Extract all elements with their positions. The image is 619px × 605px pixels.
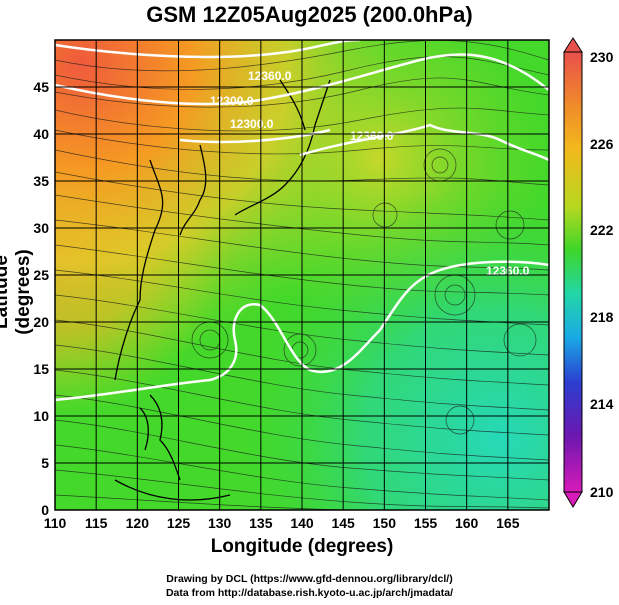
y-tick-label: 30 xyxy=(33,220,49,236)
colorbar-tick: 218 xyxy=(590,309,614,325)
x-tick-label: 135 xyxy=(249,515,273,531)
y-tick-label: 45 xyxy=(33,79,49,95)
contour-label: 12300.0 xyxy=(210,94,254,108)
plot-frame xyxy=(54,39,550,511)
x-axis-label: Longitude (degrees) xyxy=(210,536,394,557)
y-tick-label: 5 xyxy=(41,455,49,471)
x-tick-label: 130 xyxy=(208,515,232,531)
colorbar-tick: 222 xyxy=(590,222,614,238)
colorbar-tick: 214 xyxy=(590,396,614,412)
colorbar-max-arrow xyxy=(563,37,583,53)
credit-data: Data from http://database.rish.kyoto-u.a… xyxy=(165,587,454,599)
colorbar-min-arrow xyxy=(563,491,583,508)
x-tick-label: 165 xyxy=(496,515,520,531)
y-tick-label: 15 xyxy=(33,361,49,377)
y-axis-label: Latitude (degrees) xyxy=(0,249,34,335)
x-tick-label: 155 xyxy=(414,515,438,531)
y-tick-label: 25 xyxy=(33,267,49,283)
x-axis: 110 115 120 125 130 135 140 145 150 155 160 165 xyxy=(44,515,520,531)
y-tick-label: 20 xyxy=(33,314,49,330)
y-tick-label: 10 xyxy=(33,408,49,424)
x-tick-label: 110 xyxy=(44,515,67,531)
y-tick-label: 0 xyxy=(41,502,49,518)
colorbar-scale xyxy=(563,51,583,493)
colorbar-tick: 230 xyxy=(590,49,614,65)
contour-label: 12360.0 xyxy=(350,129,394,143)
y-tick-label: 35 xyxy=(33,173,49,189)
graticule xyxy=(55,40,549,510)
y-tick-label: 40 xyxy=(33,126,49,142)
x-tick-label: 145 xyxy=(331,515,355,531)
credit-drawing: Drawing by DCL (https://www.gfd-dennou.o… xyxy=(166,573,453,585)
colorbar: 230 226 222 218 214 210 xyxy=(563,37,614,508)
x-tick-label: 150 xyxy=(373,515,397,531)
colorbar-tick: 210 xyxy=(590,484,614,500)
x-tick-label: 125 xyxy=(167,515,191,531)
colorbar-tick: 226 xyxy=(590,136,614,152)
contour-label: 12300.0 xyxy=(230,117,274,131)
contour-label: 12360.0 xyxy=(248,69,292,83)
height-contours xyxy=(55,40,549,402)
x-tick-label: 160 xyxy=(455,515,479,531)
x-tick-label: 140 xyxy=(290,515,314,531)
chart-title: GSM 12Z05Aug2025 (200.0hPa) xyxy=(146,2,473,27)
x-tick-label: 115 xyxy=(85,515,108,531)
y-axis: 0 5 10 15 20 25 30 35 40 45 xyxy=(33,79,49,518)
x-tick-label: 120 xyxy=(126,515,150,531)
